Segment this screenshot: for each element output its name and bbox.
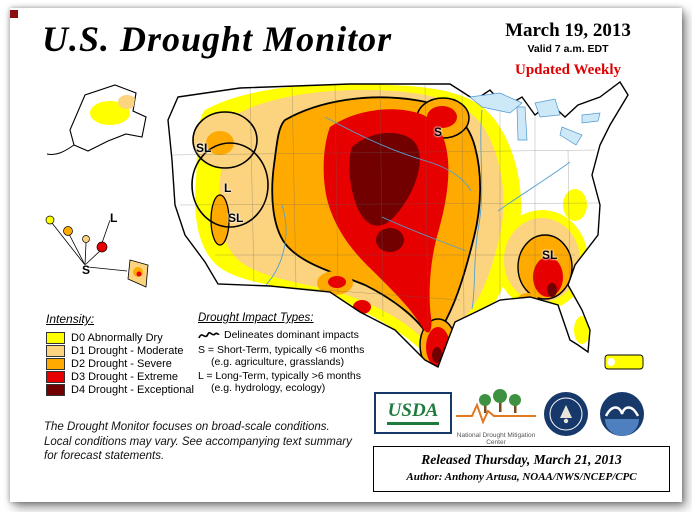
department-of-commerce-seal bbox=[544, 392, 588, 436]
d2-swatch bbox=[46, 357, 65, 370]
legend-item-d3: D3 Drought - Extreme bbox=[46, 370, 196, 383]
noaa-logo bbox=[600, 392, 644, 436]
legend-title: Intensity: bbox=[46, 312, 95, 326]
hawaii-impact-lines bbox=[51, 219, 128, 272]
ndmc-caption: National Drought Mitigation Center bbox=[456, 432, 536, 446]
impact-types-title: Drought Impact Types: bbox=[198, 312, 314, 324]
state-boundaries bbox=[169, 83, 601, 328]
d0-label: D0 Abnormally Dry bbox=[71, 331, 163, 344]
impact-short-term: S = Short-Term, typically <6 months bbox=[198, 344, 365, 356]
d2-label: D2 Drought - Severe bbox=[71, 357, 172, 370]
map-date: March 19, 2013 bbox=[505, 20, 631, 41]
impact-delineates-text: Delineates dominant impacts bbox=[224, 329, 359, 341]
impact-outline-nevada bbox=[191, 142, 269, 228]
legend-item-d0: D0 Abnormally Dry bbox=[46, 331, 196, 344]
impact-long-term-example: (e.g. hydrology, ecology) bbox=[211, 382, 326, 394]
impact-label-minnesota: S bbox=[434, 125, 443, 139]
impact-label-nevada: L bbox=[224, 181, 232, 195]
impact-label-california: SL bbox=[228, 211, 244, 225]
impact-label-hawaii-long: L bbox=[110, 211, 118, 225]
rivers bbox=[265, 109, 571, 310]
d4-label: D4 Drought - Exceptional bbox=[71, 383, 194, 396]
us-drought-map bbox=[45, 81, 644, 370]
impact-types-block: Drought Impact Types: Delineates dominan… bbox=[198, 312, 378, 396]
alaska-inset bbox=[46, 84, 147, 155]
ndmc-logo: National Drought Mitigation Center bbox=[454, 388, 538, 446]
usda-logo: USDA bbox=[374, 392, 452, 434]
legend-item-d4: D4 Drought - Exceptional bbox=[46, 383, 196, 396]
map-area bbox=[30, 55, 670, 385]
impact-label-oregon: SL bbox=[196, 141, 212, 155]
legend-item-d2: D2 Drought - Severe bbox=[46, 357, 196, 370]
corner-mark bbox=[10, 10, 18, 18]
d1-swatch bbox=[46, 344, 65, 357]
d3-label: D3 Drought - Extreme bbox=[71, 370, 178, 383]
valid-time: Valid 7 a.m. EDT bbox=[527, 43, 609, 55]
release-info-box: Released Thursday, March 21, 2013 Author… bbox=[373, 446, 670, 492]
drought-monitor-page: U.S. Drought Monitor March 19, 2013 Vali… bbox=[10, 8, 682, 502]
ndmc-trees-icon bbox=[456, 389, 536, 425]
d3-swatch bbox=[46, 370, 65, 383]
usda-logo-underline bbox=[387, 422, 439, 425]
impact-short-term-example: (e.g. agriculture, grasslands) bbox=[211, 356, 345, 368]
impact-label-hawaii-short: S bbox=[82, 263, 91, 277]
d1-label: D1 Drought - Moderate bbox=[71, 344, 184, 357]
released-date: Released Thursday, March 21, 2013 bbox=[421, 452, 622, 467]
d4-regions bbox=[349, 132, 557, 363]
d0-swatch bbox=[46, 331, 65, 344]
impact-long-term: L = Long-Term, typically >6 months bbox=[198, 370, 362, 382]
impact-delineates-row: Delineates dominant impacts bbox=[198, 329, 378, 341]
disclaimer-text: The Drought Monitor focuses on broad-sca… bbox=[44, 421, 352, 462]
d4-swatch bbox=[46, 383, 65, 396]
usda-logo-text: USDA bbox=[387, 400, 439, 421]
legend-item-d1: D1 Drought - Moderate bbox=[46, 344, 196, 357]
page-title: U.S. Drought Monitor bbox=[42, 19, 393, 59]
intensity-legend: Intensity: D0 Abnormally Dry D1 Drought … bbox=[46, 312, 196, 396]
impact-label-georgia: SL bbox=[542, 248, 558, 262]
puerto-rico-inset bbox=[604, 354, 644, 370]
delineation-squiggle-icon bbox=[198, 331, 220, 339]
conus-drought-layers bbox=[168, 82, 628, 367]
hawaii-inset bbox=[45, 215, 149, 288]
great-lakes bbox=[469, 92, 601, 146]
author: Author: Anthony Artusa, NOAA/NWS/NCEP/CP… bbox=[406, 471, 637, 483]
date-block: March 19, 2013 Valid 7 a.m. EDT Updated … bbox=[462, 20, 674, 79]
updated-weekly: Updated Weekly bbox=[515, 62, 621, 78]
